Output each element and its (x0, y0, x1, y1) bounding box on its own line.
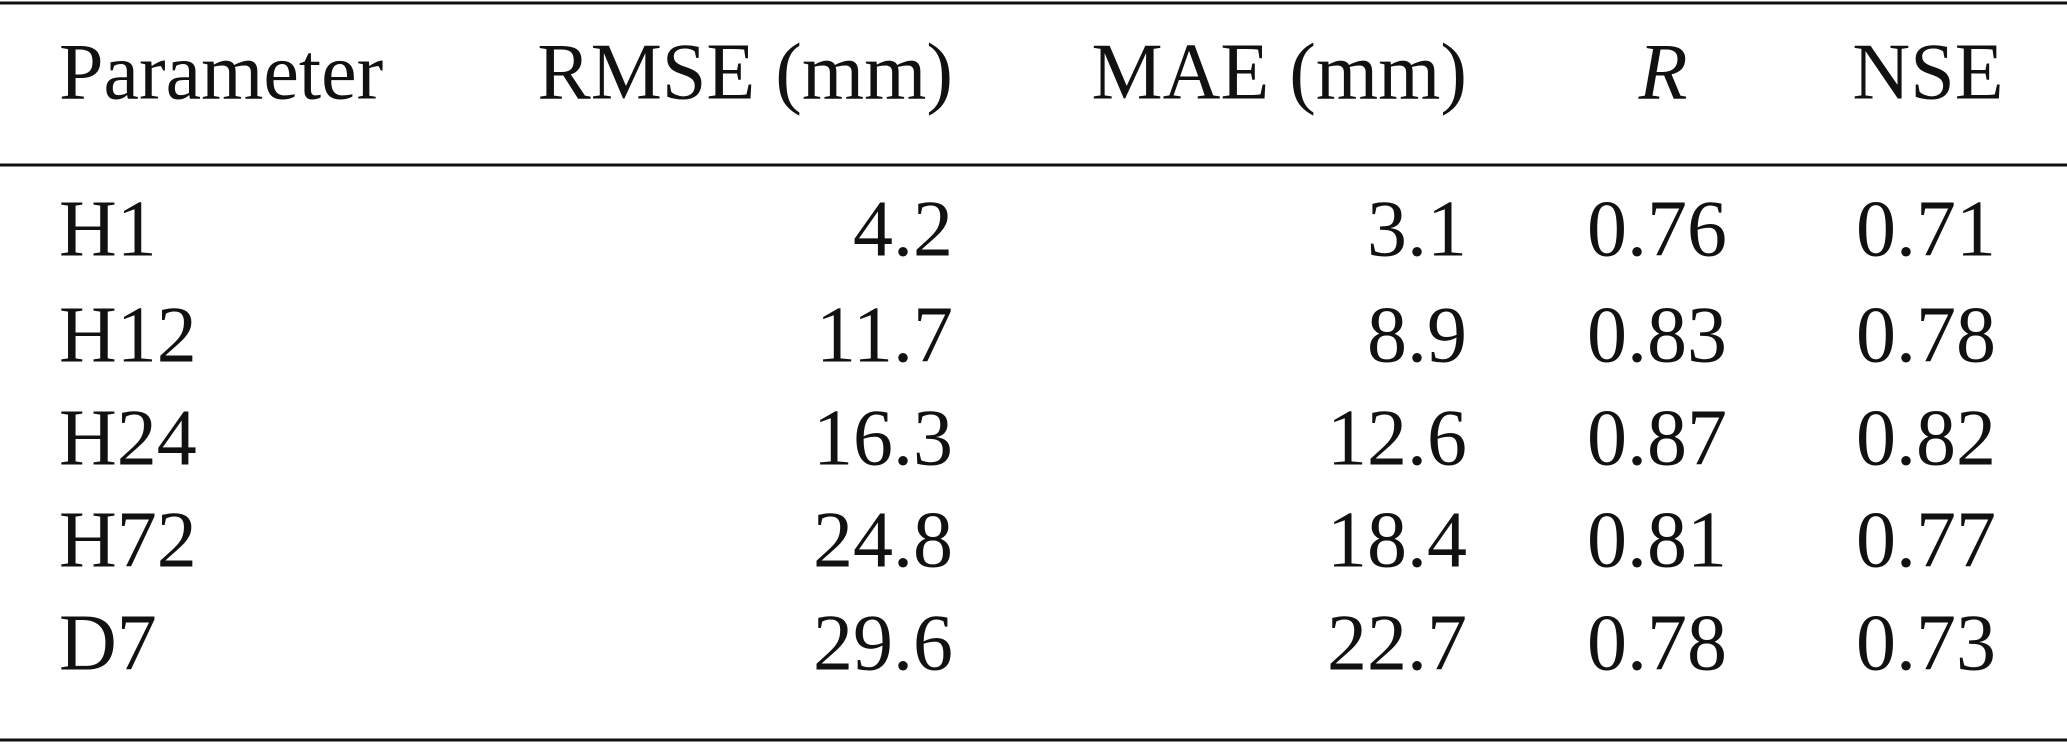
table-cell: 18.4 (1327, 496, 1467, 584)
table-cell: 0.83 (1587, 291, 1727, 379)
table-cell: 3.1 (1367, 185, 1467, 273)
table-cell: D7 (59, 599, 157, 687)
table-cell: 0.82 (1856, 394, 1996, 482)
table-cell: 8.9 (1367, 291, 1467, 379)
header-cell: R (1638, 28, 1688, 116)
header-cell: NSE (1852, 28, 2003, 116)
table-cell: H1 (59, 185, 157, 273)
table-cell: 11.7 (816, 291, 953, 379)
table-cell: 0.78 (1856, 291, 1996, 379)
table-cell: 29.6 (813, 599, 953, 687)
table-cell: 0.76 (1587, 185, 1727, 273)
table-cell: 0.77 (1856, 496, 1996, 584)
header-cell: Parameter (59, 28, 383, 116)
table-cell: H72 (59, 496, 197, 584)
table-cell: 4.2 (853, 185, 953, 273)
header-cell: RMSE (mm) (537, 28, 953, 116)
table-cell: 0.73 (1856, 599, 1996, 687)
table-cell: H12 (59, 291, 197, 379)
table-cell: 22.7 (1327, 599, 1467, 687)
table-cell: 0.78 (1587, 599, 1727, 687)
table-cell: 0.87 (1587, 394, 1727, 482)
table-cell: H24 (59, 394, 197, 482)
header-cell: MAE (mm) (1091, 28, 1467, 116)
table-cell: 0.81 (1587, 496, 1727, 584)
table-cell: 16.3 (813, 394, 953, 482)
table-cell: 0.71 (1856, 185, 1996, 273)
table-cell: 24.8 (813, 496, 953, 584)
table-cell: 12.6 (1327, 394, 1467, 482)
